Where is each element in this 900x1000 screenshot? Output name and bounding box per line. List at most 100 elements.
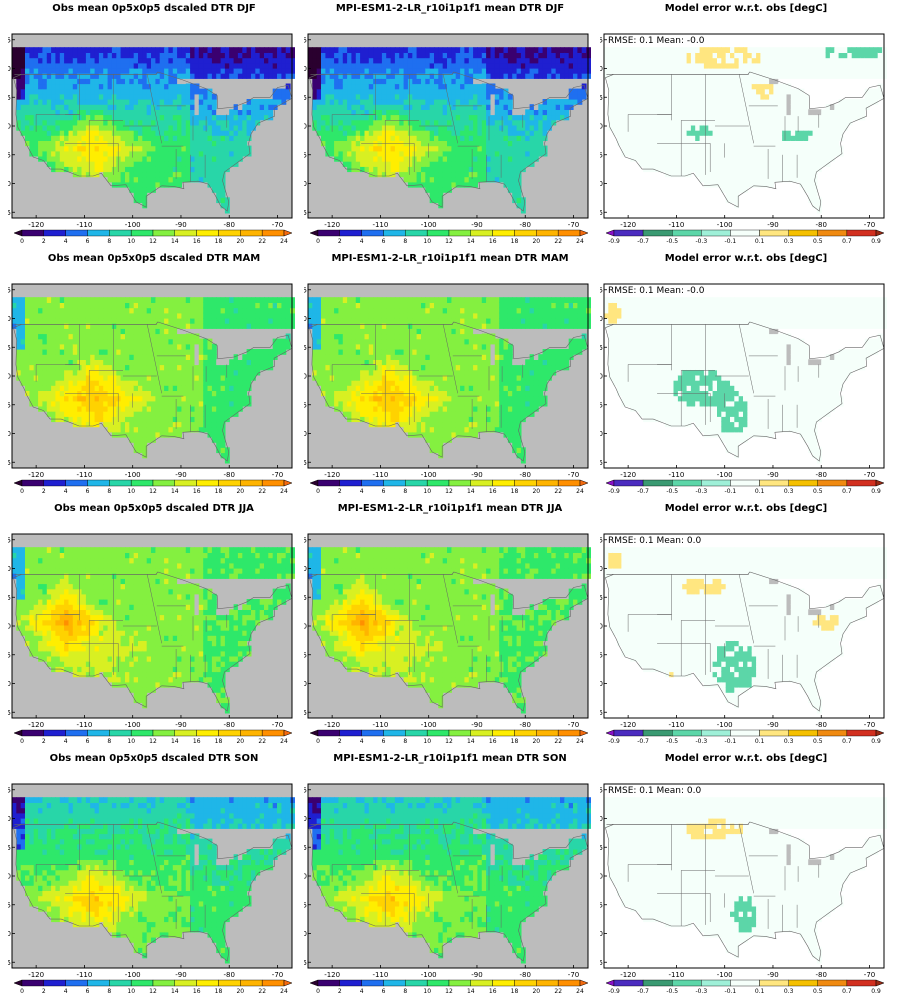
grid-cell [347,57,352,64]
grid-cell [116,155,122,162]
grid-cell [777,93,783,100]
grid-cell [164,176,169,183]
grid-cell [864,73,870,79]
grid-cell [425,67,431,74]
panel-error-djf: Model error w.r.t. obs [degC] -120 -110 -1… [600,0,892,250]
grid-cell [647,73,653,79]
grid-cell [638,161,644,167]
grid-cell [429,171,435,178]
grid-cell [477,73,483,79]
grid-cell [177,47,182,53]
grid-cell [725,57,731,64]
lat-tick-label: 40 [600,123,603,131]
grid-cell [856,109,861,116]
grid-cell [94,323,100,329]
grid-cell [25,349,30,355]
grid-cell [612,119,618,126]
grid-cell [651,161,657,167]
grid-cell [407,114,413,121]
grid-cell [42,312,48,319]
grid-cell [816,145,822,152]
grid-cell [142,93,148,100]
grid-cell [237,57,243,64]
grid-cell [107,369,113,376]
grid-cell [190,114,195,121]
grid-cell [203,150,209,157]
grid-cell [146,83,152,90]
grid-cell [116,130,122,136]
grid-cell [481,176,487,183]
grid-cell [847,62,853,69]
grid-cell [308,52,313,59]
grid-cell [33,349,39,355]
grid-cell [224,52,230,59]
grid-cell [151,135,156,141]
grid-cell [368,83,374,90]
grid-cell [790,130,796,136]
grid-cell [799,171,805,178]
grid-cell [129,62,135,69]
grid-cell [316,47,322,53]
grid-cell [259,104,265,110]
grid-cell [129,187,135,193]
grid-cell [38,359,43,366]
grid-cell [229,130,235,136]
grid-cell [873,73,879,79]
grid-cell [608,73,614,79]
grid-cell [42,78,48,85]
grid-cell [738,73,744,79]
grid-cell [703,78,709,85]
grid-cell [164,67,169,74]
grid-cell [651,99,657,105]
grid-cell [777,124,783,131]
grid-cell [364,62,370,69]
grid-cell [490,57,496,64]
grid-cell [447,166,452,173]
grid-cell [464,171,470,178]
map-obs-djf: -120-110-100-90-80-702530354045505502468… [8,33,295,244]
grid-cell [394,155,400,162]
grid-cell [542,104,548,110]
grid-cell [85,114,91,121]
grid-cell [856,62,861,69]
grid-cell [64,395,69,402]
grid-cell [690,62,696,69]
grid-cell [98,109,104,116]
grid-cell [90,73,96,79]
grid-cell [94,364,100,371]
grid-cell [64,67,69,74]
grid-cell [547,114,552,121]
grid-cell [634,67,640,74]
lat-tick-label: 25 [8,209,11,217]
grid-cell [669,52,675,59]
grid-cell [421,155,426,162]
grid-cell [55,104,61,110]
grid-cell [38,52,43,59]
grid-cell [490,166,496,173]
grid-cell [216,192,222,198]
grid-cell [799,145,805,152]
grid-cell [442,130,448,136]
grid-cell [677,104,683,110]
grid-cell [146,124,152,131]
grid-cell [429,78,435,85]
grid-cell [721,114,727,121]
grid-cell [246,47,252,53]
grid-cell [290,73,295,79]
country-border [13,71,293,212]
grid-cell [72,338,78,345]
grid-cell [769,145,774,152]
grid-cell [268,99,274,105]
grid-cell [429,83,435,90]
grid-cell [494,161,500,167]
grid-cell [59,405,65,412]
grid-cell [55,364,61,371]
grid-cell [451,83,457,90]
grid-cell [368,88,374,95]
grid-cell [220,52,226,59]
grid-cell [756,114,761,121]
grid-cell [360,150,365,157]
grid-cell [695,99,701,105]
grid-cell [843,73,848,79]
grid-cell [421,52,426,59]
